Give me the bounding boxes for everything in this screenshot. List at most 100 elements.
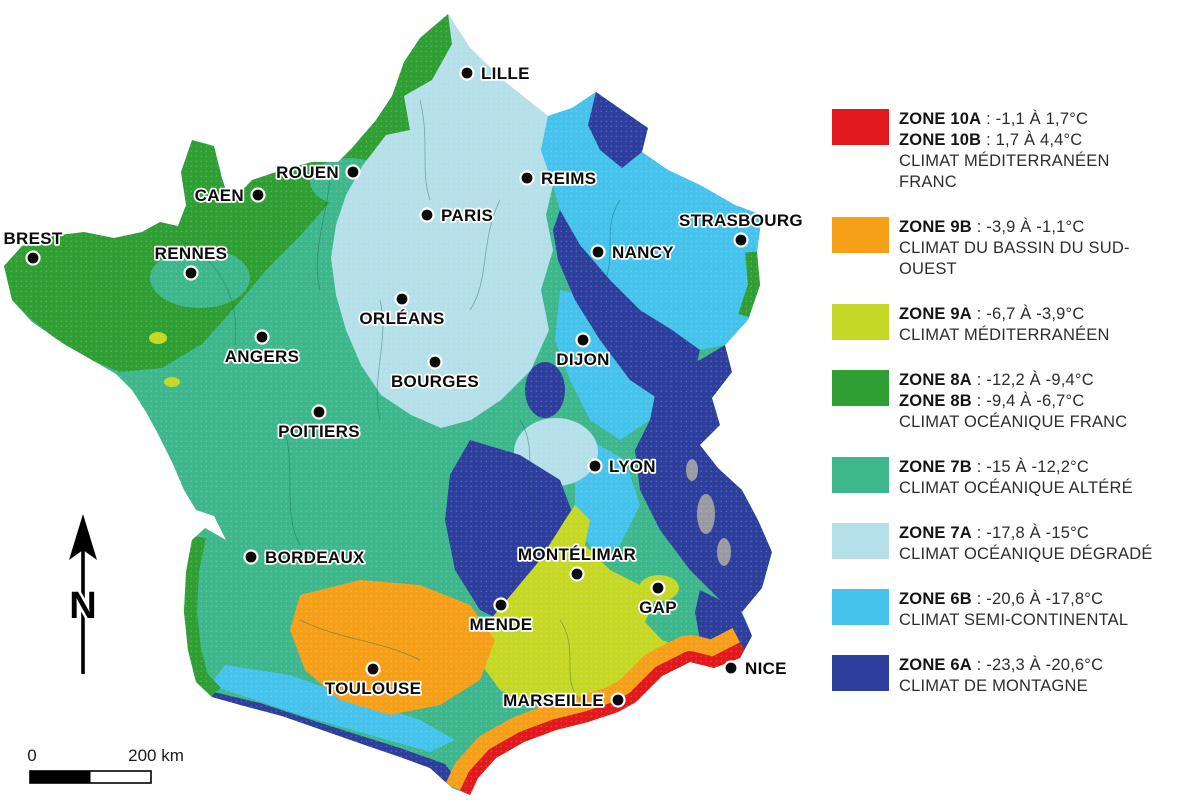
legend-zone-name: ZONE 8B (899, 392, 972, 410)
city-marker (419, 207, 435, 223)
legend-climate-label: CLIMAT MÉDITERRANÉEN (899, 326, 1110, 344)
city-marker (575, 332, 591, 348)
legend-item-zone-6a: ZONE 6A : -23,3 À -20,6°C CLIMAT DE MONTA… (832, 655, 1200, 697)
city-label: MENDE (470, 615, 533, 634)
city-label: GAP (639, 598, 677, 617)
city-label: DIJON (556, 350, 609, 369)
city-label: ORLÉANS (359, 309, 444, 328)
city-marker (610, 692, 626, 708)
legend-zone-range: 1,7 À 4,4°C (995, 131, 1083, 149)
legend-separator: : (971, 458, 987, 476)
legend-zone-line: ZONE 7A : -17,8 À -15°C (899, 523, 1153, 544)
legend-text: ZONE 6B : -20,6 À -17,8°C CLIMAT SEMI-CON… (899, 589, 1128, 631)
city-lyon: LYON (587, 455, 657, 478)
scale-bar: 0 200 km (27, 746, 184, 784)
city-label: RENNES (155, 244, 228, 263)
legend-climate-label: CLIMAT OCÉANIQUE FRANC (899, 413, 1128, 431)
legend-item-zone-9b: ZONE 9B : -3,9 À -1,1°C CLIMAT DU BASSIN … (832, 217, 1200, 280)
legend-zone-line: ZONE 10A : -1,1 À 1,7°C (899, 109, 1167, 130)
city-label: REIMS (541, 169, 596, 188)
city-gap: GAP (637, 580, 678, 619)
legend-text: ZONE 10A : -1,1 À 1,7°C ZONE 10B : 1,7 À … (899, 109, 1167, 193)
city-orléans: ORLÉANS (358, 291, 446, 330)
city-bourges: BOURGES (389, 354, 480, 393)
city-marker (25, 250, 41, 266)
city-marker (365, 661, 381, 677)
legend-swatch-zone-7a (832, 523, 889, 559)
legend-zone-range: -1,1 À 1,7°C (995, 110, 1089, 128)
legend-separator: : (981, 110, 996, 128)
legend-text: ZONE 6A : -23,3 À -20,6°C CLIMAT DE MONTA… (899, 655, 1103, 697)
city-marker (250, 187, 266, 203)
legend-zone-range: -17,8 À -15°C (986, 524, 1090, 542)
legend: ZONE 10A : -1,1 À 1,7°C ZONE 10B : 1,7 À … (832, 109, 1200, 721)
legend-swatch-zone-6a (832, 655, 889, 691)
legend-climate-label: CLIMAT SEMI-CONTINENTAL (899, 611, 1129, 629)
legend-zone-name: ZONE 10B (899, 131, 982, 149)
city-label: LYON (609, 457, 656, 476)
city-marker (394, 291, 410, 307)
legend-text: ZONE 9B : -3,9 À -1,1°C CLIMAT DU BASSIN … (899, 217, 1167, 280)
scale-bar-filled-half (30, 771, 91, 783)
city-toulouse: TOULOUSE (323, 661, 423, 700)
legend-zone-line: ZONE 9B : -3,9 À -1,1°C (899, 217, 1167, 238)
legend-zone-name: ZONE 6A (899, 656, 972, 674)
city-poitiers: POITIERS (276, 404, 361, 443)
legend-zone-range: -15 À -12,2°C (986, 458, 1090, 476)
legend-separator: : (971, 218, 987, 236)
legend-zone-name: ZONE 10A (899, 110, 982, 128)
legend-zone-name: ZONE 7A (899, 524, 972, 542)
department-borders (179, 99, 621, 701)
legend-swatch-zone-6b (832, 589, 889, 625)
city-marker (723, 660, 739, 676)
legend-climate-label: CLIMAT DE MONTAGNE (899, 677, 1088, 695)
legend-separator: : (981, 131, 996, 149)
city-bordeaux: BORDEAUX (243, 546, 366, 569)
city-rouen: ROUEN (274, 161, 361, 184)
legend-item-zone-9a: ZONE 9A : -6,7 À -3,9°C CLIMAT MÉDITERRAN… (832, 304, 1200, 346)
city-rennes: RENNES (153, 242, 229, 281)
city-label: ANGERS (225, 347, 300, 366)
legend-separator: : (971, 305, 987, 323)
city-marker (519, 170, 535, 186)
legend-climate-label: CLIMAT DU BASSIN DU SUD-OUEST (899, 239, 1130, 278)
city-label: LILLE (481, 64, 530, 83)
legend-text: ZONE 9A : -6,7 À -3,9°C CLIMAT MÉDITERRAN… (899, 304, 1110, 346)
city-marker (311, 404, 327, 420)
legend-item-zone-6b: ZONE 6B : -20,6 À -17,8°C CLIMAT SEMI-CON… (832, 589, 1200, 631)
legend-zone-name: ZONE 8A (899, 371, 972, 389)
legend-zone-line: ZONE 7B : -15 À -12,2°C (899, 457, 1133, 478)
city-nancy: NANCY (590, 241, 676, 264)
city-lille: LILLE (459, 62, 531, 85)
legend-zone-line: ZONE 8B : -9,4 À -6,7°C (899, 391, 1127, 412)
city-marker (427, 354, 443, 370)
city-marker (590, 244, 606, 260)
city-marker (733, 232, 749, 248)
city-label: BREST (3, 229, 62, 248)
legend-text: ZONE 8A : -12,2 À -9,4°C ZONE 8B : -9,4 À… (899, 370, 1127, 433)
city-label: BOURGES (391, 372, 479, 391)
city-label: MARSEILLE (503, 691, 604, 710)
city-label: TOULOUSE (325, 679, 422, 698)
city-label: BORDEAUX (265, 548, 365, 567)
city-marker (587, 458, 603, 474)
legend-swatch-zone-9a (832, 304, 889, 340)
scale-zero-label: 0 (27, 746, 36, 765)
scale-distance-label: 200 km (128, 746, 184, 765)
legend-text: ZONE 7A : -17,8 À -15°C CLIMAT OCÉANIQUE … (899, 523, 1153, 565)
city-label: CAEN (195, 186, 244, 205)
legend-separator: : (971, 590, 987, 608)
legend-zone-name: ZONE 6B (899, 590, 972, 608)
city-label: STRASBOURG (679, 211, 803, 230)
city-marseille: MARSEILLE (501, 689, 626, 712)
legend-separator: : (971, 392, 987, 410)
city-nice: NICE (723, 657, 788, 680)
legend-zone-range: -20,6 À -17,8°C (986, 590, 1104, 608)
city-marker (254, 329, 270, 345)
legend-item-zone-7a: ZONE 7A : -17,8 À -15°C CLIMAT OCÉANIQUE … (832, 523, 1200, 565)
legend-zone-line: ZONE 6B : -20,6 À -17,8°C (899, 589, 1128, 610)
city-paris: PARIS (419, 204, 495, 227)
legend-swatch-zone-9b (832, 217, 889, 253)
